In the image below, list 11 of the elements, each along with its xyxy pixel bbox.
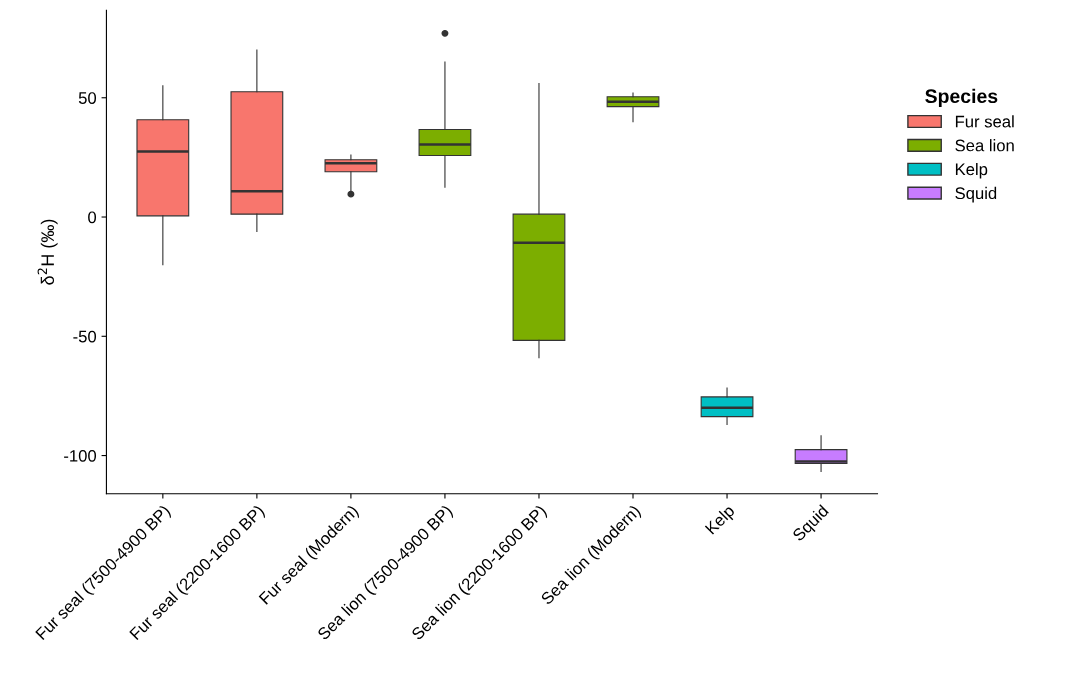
legend-label: Kelp [955, 162, 988, 179]
y-tick-label: 0 [88, 211, 97, 224]
y-tick-label: -50 [73, 330, 97, 343]
legend-label: Sea lion [955, 139, 1014, 152]
y-tick-label: 50 [78, 92, 97, 104]
legend-title: Species [925, 88, 998, 107]
legend-label: Squid [955, 186, 997, 203]
y-tick-label: -100 [64, 449, 97, 462]
y-axis-title: δ$^{2}$H (‰) [37, 219, 58, 285]
x-tick-label: Kelp [704, 503, 738, 538]
legend-label: Fur seal [955, 115, 1014, 128]
